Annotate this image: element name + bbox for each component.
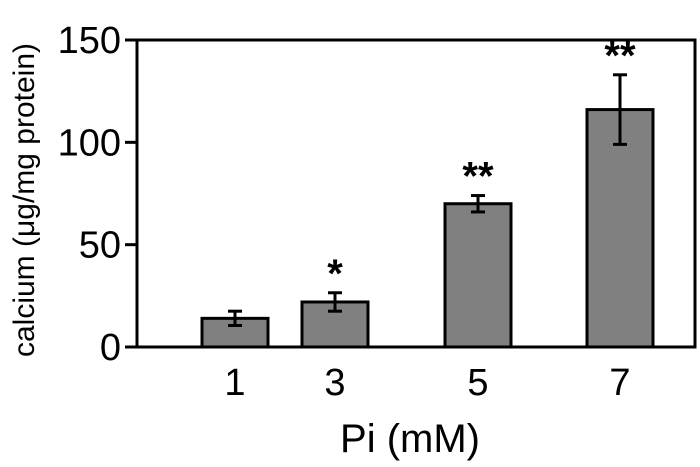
y-tick-label: 50 xyxy=(79,225,121,267)
x-tick-label: 5 xyxy=(467,362,488,404)
bar xyxy=(443,202,513,349)
plot-frame xyxy=(135,38,697,349)
y-axis-label: calcium (μg/mg protein) xyxy=(8,43,41,357)
y-tick-label: 150 xyxy=(58,20,121,62)
significance-annotation: ** xyxy=(462,155,494,199)
bar xyxy=(585,108,655,349)
y-tick-label: 100 xyxy=(58,122,121,164)
y-tick-label: 0 xyxy=(100,327,121,369)
significance-annotation: * xyxy=(327,252,343,296)
x-tick-label: 1 xyxy=(224,362,245,404)
x-axis-label: Pi (mM) xyxy=(340,417,480,461)
x-tick-label: 3 xyxy=(324,362,345,404)
x-axis-ticks: 1 3 5 7 xyxy=(224,362,630,404)
x-tick-label: 7 xyxy=(609,362,630,404)
bars: ***** xyxy=(200,34,655,349)
y-axis-ticks: 0 50 100 150 xyxy=(58,20,137,369)
